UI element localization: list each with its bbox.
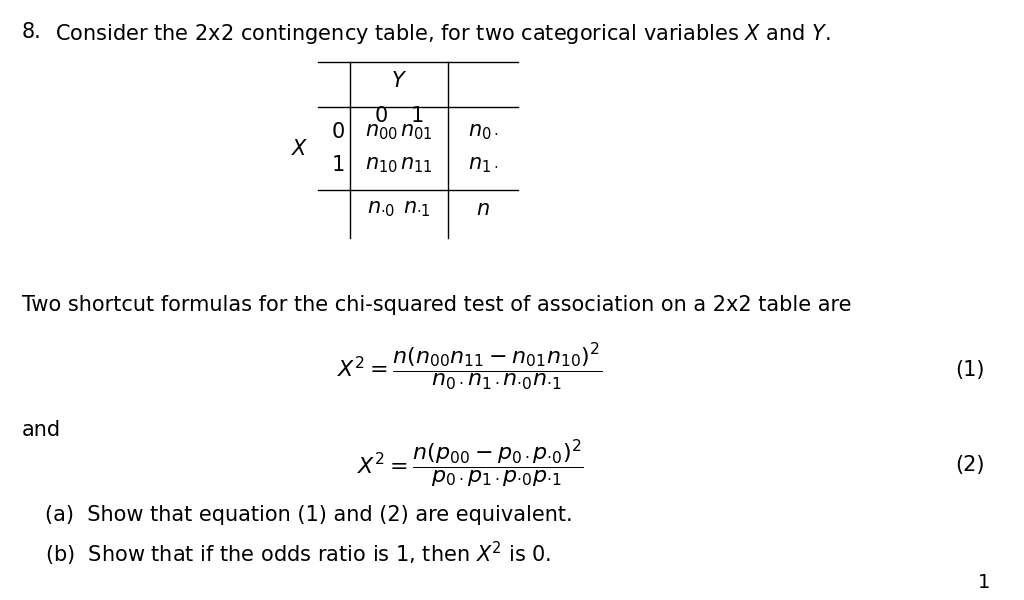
- Text: $1$: $1$: [410, 106, 423, 125]
- Text: $X^2 = \dfrac{n(n_{00}n_{11} - n_{01}n_{10})^2}{n_{0\cdot}n_{1\cdot}n_{\cdot 0}n: $X^2 = \dfrac{n(n_{00}n_{11} - n_{01}n_{…: [338, 342, 602, 394]
- Text: $n_{\cdot 1}$: $n_{\cdot 1}$: [402, 199, 430, 219]
- Text: (1): (1): [955, 360, 985, 380]
- Text: 1: 1: [978, 573, 990, 592]
- Text: and: and: [22, 420, 61, 440]
- Text: $n_{1\cdot}$: $n_{1\cdot}$: [468, 155, 499, 175]
- Text: $n_{10}$: $n_{10}$: [365, 155, 397, 175]
- Text: $n_{\cdot 0}$: $n_{\cdot 0}$: [368, 199, 395, 219]
- Text: 8.: 8.: [22, 22, 42, 42]
- Text: (2): (2): [955, 455, 985, 475]
- Text: $n_{11}$: $n_{11}$: [400, 155, 433, 175]
- Text: $n$: $n$: [476, 199, 489, 219]
- Text: $Y$: $Y$: [391, 71, 408, 91]
- Text: $n_{00}$: $n_{00}$: [365, 122, 397, 142]
- Text: (a)  Show that equation (1) and (2) are equivalent.: (a) Show that equation (1) and (2) are e…: [45, 505, 572, 525]
- Text: $X$: $X$: [291, 139, 309, 158]
- Text: Two shortcut formulas for the chi-squared test of association on a 2x2 table are: Two shortcut formulas for the chi-square…: [22, 295, 852, 315]
- Text: $X^2 = \dfrac{n(p_{00} - p_{0\cdot}p_{\cdot 0})^2}{p_{0\cdot}p_{1\cdot}p_{\cdot : $X^2 = \dfrac{n(p_{00} - p_{0\cdot}p_{\c…: [356, 438, 584, 490]
- Text: Consider the 2x2 contingency table, for two categorical variables $X$ and $Y$.: Consider the 2x2 contingency table, for …: [55, 22, 830, 46]
- Text: $n_{01}$: $n_{01}$: [400, 122, 433, 142]
- Text: $n_{0\cdot}$: $n_{0\cdot}$: [468, 122, 499, 142]
- Text: $0$: $0$: [375, 106, 388, 125]
- Text: $1$: $1$: [332, 155, 345, 175]
- Text: $0$: $0$: [331, 122, 345, 142]
- Text: (b)  Show that if the odds ratio is 1, then $X^2$ is 0.: (b) Show that if the odds ratio is 1, th…: [45, 540, 551, 568]
